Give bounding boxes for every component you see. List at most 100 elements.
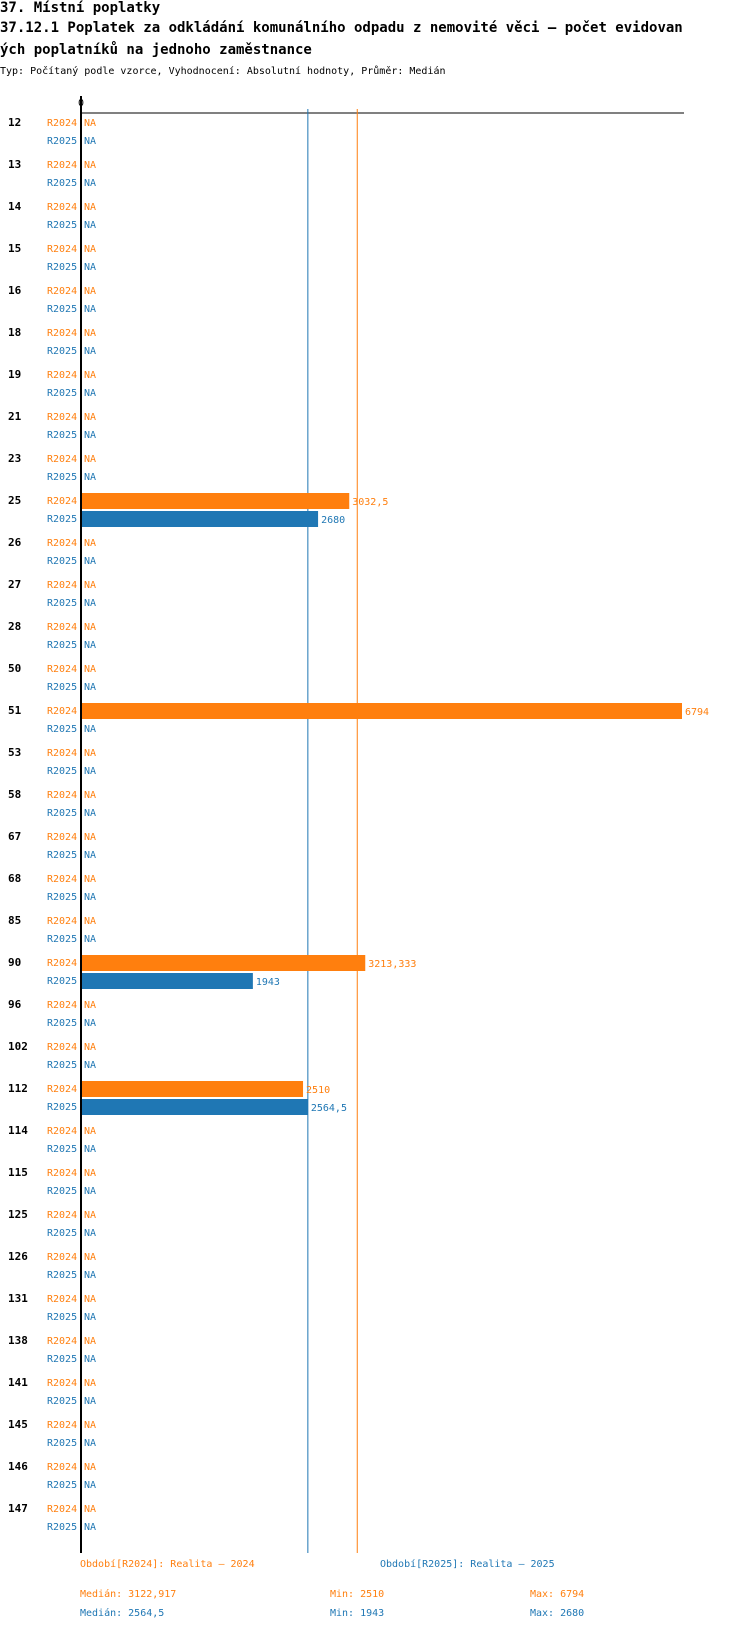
series-label: R2024 [47,832,77,843]
category-label: 25 [8,494,21,507]
na-label: NA [84,178,96,189]
category-label: 131 [8,1292,28,1305]
series-label: R2025 [47,1438,77,1449]
series-label: R2024 [47,1420,77,1431]
series-label: R2024 [47,454,77,465]
value-label: 3213,333 [368,959,416,970]
series-label: R2025 [47,766,77,777]
na-label: NA [84,1354,96,1365]
series-label: R2025 [47,1522,77,1533]
category-label: 15 [8,242,21,255]
na-label: NA [84,286,96,297]
series-label: R2024 [47,328,77,339]
series-label: R2025 [47,724,77,735]
value-label: 2680 [321,515,345,526]
chart-title-line-2: ých poplatníků na jednoho zaměstnance [0,42,312,58]
series-label: R2025 [47,136,77,147]
bar-r2024 [81,955,366,971]
chart-title-line-1: 37.12.1 Poplatek za odkládání komunálníh… [0,20,683,36]
series-label: R2025 [47,346,77,357]
na-label: NA [84,622,96,633]
na-label: NA [84,202,96,213]
series-label: R2025 [47,1354,77,1365]
legend-r2025: Období[R2025]: Realita – 2025 [380,1559,555,1570]
na-label: NA [84,328,96,339]
na-label: NA [84,1252,96,1263]
value-label: 1943 [256,977,280,988]
series-label: R2024 [47,244,77,255]
na-label: NA [84,160,96,171]
na-label: NA [84,370,96,381]
bar-r2024 [81,703,682,719]
na-label: NA [84,892,96,903]
category-label: 28 [8,620,21,633]
na-label: NA [84,850,96,861]
na-label: NA [84,580,96,591]
series-label: R2025 [47,430,77,441]
na-label: NA [84,1378,96,1389]
series-label: R2024 [47,1042,77,1053]
series-label: R2024 [47,664,77,675]
category-label: 58 [8,788,21,801]
series-label: R2024 [47,1168,77,1179]
na-label: NA [84,832,96,843]
series-label: R2025 [47,1144,77,1155]
series-label: R2025 [47,472,77,483]
series-label: R2025 [47,388,77,399]
series-label: R2024 [47,706,77,717]
na-label: NA [84,916,96,927]
na-label: NA [84,388,96,399]
series-label: R2025 [47,640,77,651]
category-label: 68 [8,872,21,885]
series-label: R2025 [47,1270,77,1281]
category-label: 16 [8,284,22,297]
na-label: NA [84,808,96,819]
na-label: NA [84,304,96,315]
na-label: NA [84,472,96,483]
series-label: R2025 [47,850,77,861]
na-label: NA [84,598,96,609]
na-label: NA [84,412,96,423]
series-label: R2025 [47,556,77,567]
category-label: 112 [8,1082,28,1095]
category-label: 114 [8,1124,28,1137]
na-label: NA [84,1480,96,1491]
series-label: R2025 [47,262,77,273]
category-label: 115 [8,1166,28,1179]
series-label: R2025 [47,1186,77,1197]
category-label: 50 [8,662,21,675]
stat-median-r2025: Medián: 2564,5 [80,1608,165,1619]
na-label: NA [84,538,96,549]
series-label: R2024 [47,958,77,969]
section-title: 37. Místní poplatky [0,0,161,16]
series-label: R2024 [47,874,77,885]
series-label: R2025 [47,598,77,609]
stat-max-r2025: Max: 2680 [530,1608,585,1619]
series-label: R2024 [47,1084,77,1095]
category-label: 138 [8,1334,28,1347]
series-label: R2024 [47,622,77,633]
na-label: NA [84,664,96,675]
value-label: 3032,5 [352,497,388,508]
category-label: 14 [8,200,22,213]
series-label: R2025 [47,892,77,903]
category-label: 18 [8,326,21,339]
na-label: NA [84,1144,96,1155]
na-label: NA [84,346,96,357]
na-label: NA [84,430,96,441]
na-label: NA [84,1294,96,1305]
series-label: R2024 [47,790,77,801]
category-label: 141 [8,1376,28,1389]
category-label: 147 [8,1502,28,1515]
stat-min-r2025: Min: 1943 [330,1608,385,1619]
category-label: 12 [8,116,21,129]
series-label: R2025 [47,220,77,231]
series-label: R2024 [47,412,77,423]
stat-median-r2024: Medián: 3122,917 [80,1589,177,1600]
series-label: R2024 [47,748,77,759]
series-label: R2024 [47,1126,77,1137]
series-label: R2024 [47,1252,77,1263]
series-label: R2024 [47,916,77,927]
series-label: R2024 [47,1504,77,1515]
na-label: NA [84,556,96,567]
